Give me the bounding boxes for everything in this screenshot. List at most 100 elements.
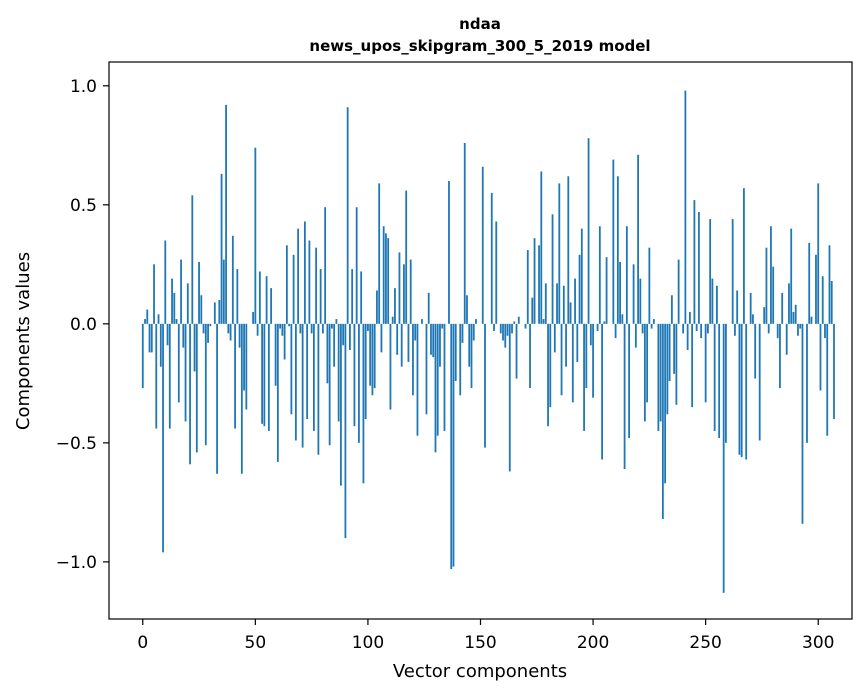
bar-19 <box>184 323 187 422</box>
y-tick-label: −1.0 <box>56 553 97 573</box>
bar-203 <box>598 226 601 324</box>
bar-114 <box>398 252 401 324</box>
bar-87 <box>337 323 340 422</box>
bar-221 <box>639 278 642 324</box>
bar-248 <box>700 323 703 339</box>
bar-124 <box>421 319 423 324</box>
bar-233 <box>666 323 669 415</box>
bar-30 <box>209 323 212 327</box>
bar-152 <box>484 323 486 448</box>
bar-16 <box>177 323 180 403</box>
x-tick-label: 200 <box>577 633 609 653</box>
bar-286 <box>785 323 788 355</box>
bar-227 <box>652 319 655 324</box>
x-tick-label: 300 <box>802 633 834 653</box>
bar-299 <box>815 254 817 324</box>
bar-244 <box>691 323 694 408</box>
bar-193 <box>576 323 579 362</box>
bar-189 <box>567 176 570 324</box>
bar-142 <box>461 323 464 343</box>
bar-23 <box>193 323 196 372</box>
bar-146 <box>470 323 473 389</box>
bar-291 <box>797 323 799 336</box>
bar-119 <box>409 259 412 324</box>
bar-96 <box>358 323 360 443</box>
bar-270 <box>749 292 752 324</box>
bar-69 <box>297 228 300 324</box>
bar-90 <box>344 323 347 539</box>
bar-113 <box>396 323 399 355</box>
bar-137 <box>450 323 453 570</box>
bar-216 <box>628 323 631 439</box>
bar-166 <box>515 323 518 379</box>
bar-237 <box>675 323 678 405</box>
bar-145 <box>468 323 471 367</box>
bar-218 <box>632 264 635 324</box>
bar-85 <box>333 323 336 367</box>
bar-111 <box>391 316 394 324</box>
bar-42 <box>236 269 239 324</box>
bar-165 <box>513 321 516 324</box>
bar-156 <box>493 323 495 331</box>
bar-220 <box>637 154 640 324</box>
bar-170 <box>524 323 527 329</box>
bar-134 <box>443 323 446 431</box>
bar-7 <box>157 314 160 324</box>
bar-297 <box>810 316 813 324</box>
bar-93 <box>351 269 354 324</box>
bar-258 <box>722 323 725 593</box>
bar-266 <box>740 323 743 458</box>
bar-284 <box>781 292 784 324</box>
bar-254 <box>713 323 716 431</box>
bar-242 <box>686 323 689 351</box>
bar-243 <box>688 311 691 324</box>
x-tick-label: 50 <box>245 633 267 653</box>
bar-115 <box>400 323 403 367</box>
bar-11 <box>166 323 169 346</box>
bar-276 <box>763 307 766 324</box>
plot-frame <box>108 61 853 620</box>
bar-186 <box>560 323 563 396</box>
bar-185 <box>558 183 561 324</box>
bar-122 <box>416 323 419 436</box>
bar-163 <box>508 323 511 472</box>
bar-27 <box>202 323 205 334</box>
bar-51 <box>256 323 259 336</box>
bar-191 <box>571 323 574 403</box>
bar-94 <box>353 323 356 427</box>
bar-278 <box>767 323 770 334</box>
bar-26 <box>200 295 203 324</box>
bar-97 <box>360 271 363 324</box>
bar-102 <box>371 323 374 396</box>
bar-167 <box>517 316 520 324</box>
bar-75 <box>310 323 313 334</box>
bar-223 <box>643 323 646 422</box>
bar-144 <box>466 295 468 324</box>
x-axis-label: Vector components <box>393 661 567 682</box>
bar-36 <box>222 259 225 324</box>
bar-151 <box>481 166 484 324</box>
bar-180 <box>547 323 549 427</box>
bar-296 <box>808 242 811 324</box>
bar-91 <box>346 107 349 324</box>
bar-159 <box>499 323 502 334</box>
bar-82 <box>326 323 329 384</box>
bar-25 <box>198 261 200 324</box>
bar-290 <box>794 304 797 324</box>
bar-15 <box>175 319 178 324</box>
bar-305 <box>828 245 831 324</box>
bar-234 <box>668 323 671 381</box>
bar-264 <box>736 290 739 324</box>
bar-202 <box>596 323 599 331</box>
bar-112 <box>394 288 396 324</box>
bar-70 <box>299 323 302 334</box>
bar-89 <box>342 323 345 346</box>
chart-title-line1: ndaa <box>459 15 501 33</box>
bar-224 <box>646 323 649 403</box>
bar-194 <box>578 254 581 324</box>
bar-128 <box>430 323 432 355</box>
bar-283 <box>779 323 781 389</box>
bar-79 <box>319 269 322 324</box>
bar-238 <box>677 259 680 324</box>
bar-40 <box>231 235 234 324</box>
